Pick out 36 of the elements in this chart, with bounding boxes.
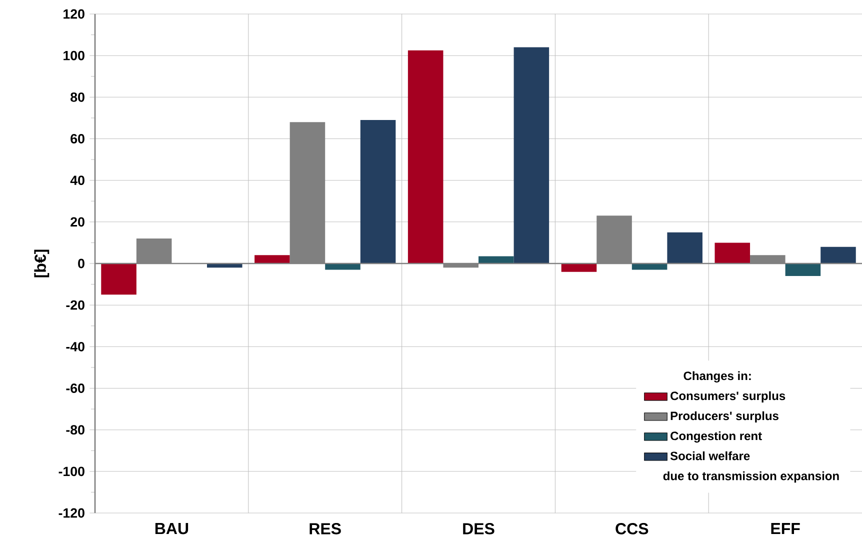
bar: [254, 255, 290, 264]
x-tick-label: CCS: [616, 523, 648, 534]
y-tick-label: 20: [70, 217, 84, 227]
bar: [820, 246, 856, 264]
y-tick-label: 100: [64, 50, 84, 60]
bar: [101, 264, 136, 295]
x-tick-label: DES: [463, 523, 494, 534]
bar: [408, 50, 444, 264]
annotation: due to transmission expansion: [663, 471, 839, 483]
y-tick-label: 40: [70, 176, 84, 186]
y-tick-label: 0: [78, 258, 84, 268]
bar: [714, 242, 750, 264]
y-tick-label: -100: [58, 466, 84, 476]
y-tick-label: 80: [70, 92, 84, 102]
y-tick-label: -40: [66, 342, 84, 352]
y-tick-label: 60: [70, 134, 84, 144]
x-tick-label: RES: [310, 523, 341, 534]
bar: [667, 232, 702, 264]
x-tick-label: EFF: [771, 523, 800, 534]
bar: [360, 120, 396, 264]
legend-label: Producers' surplus: [670, 411, 778, 423]
bar: [785, 264, 821, 276]
y-tick-label: -20: [66, 300, 84, 310]
bar: [561, 264, 597, 272]
y-tick-label: -60: [66, 384, 84, 393]
y-tick-label: 120: [64, 9, 84, 19]
bar: [478, 256, 514, 264]
x-tick-label: BAU: [155, 523, 188, 534]
y-axis-title: [b€]: [34, 250, 50, 278]
bar: [514, 47, 550, 264]
legend-label: Congestion rent: [670, 431, 762, 443]
y-tick-label: -80: [66, 425, 84, 435]
legend-label: Consumers' surplus: [670, 391, 786, 402]
y-tick-label: -120: [58, 508, 84, 518]
legend-label: Social welfare: [670, 451, 750, 460]
legend-title: Changes in:: [684, 371, 751, 383]
